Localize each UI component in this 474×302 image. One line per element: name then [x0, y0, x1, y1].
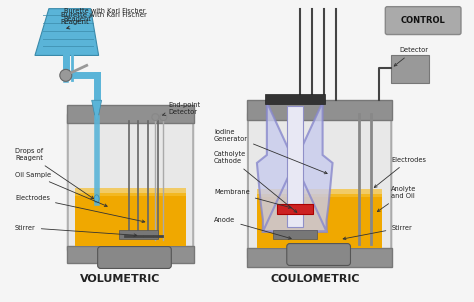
Polygon shape	[37, 13, 97, 56]
Bar	[273, 230, 317, 239]
FancyBboxPatch shape	[287, 244, 350, 265]
Bar	[392, 56, 429, 83]
Text: Detector: Detector	[394, 47, 428, 66]
Text: CONTROL: CONTROL	[401, 16, 446, 25]
Text: Iodine
Generator: Iodine Generator	[214, 129, 327, 174]
Bar	[257, 194, 383, 248]
Text: Membrane: Membrane	[214, 189, 291, 208]
Bar	[277, 204, 313, 214]
Text: Catholyte
Cathode: Catholyte Cathode	[214, 152, 297, 212]
Text: Electrodes: Electrodes	[15, 195, 145, 223]
Bar	[247, 248, 392, 268]
Text: Stirrer: Stirrer	[15, 225, 137, 236]
Bar	[75, 193, 186, 246]
Text: Electrodes: Electrodes	[374, 157, 426, 188]
Ellipse shape	[94, 195, 99, 203]
Text: End-point
Detector: End-point Detector	[163, 102, 201, 115]
Text: COULOMETRIC: COULOMETRIC	[271, 275, 360, 284]
Text: Anode: Anode	[214, 217, 291, 239]
Bar	[118, 230, 158, 239]
Text: Burette with Karl Fischer: Burette with Karl Fischer	[64, 8, 146, 14]
Bar	[257, 189, 383, 197]
Polygon shape	[257, 102, 333, 232]
Text: Drops of
Reagent: Drops of Reagent	[15, 149, 93, 199]
FancyBboxPatch shape	[68, 112, 193, 252]
Bar	[75, 188, 186, 196]
Bar	[67, 246, 194, 263]
Bar	[67, 105, 194, 123]
Bar	[265, 94, 325, 104]
Bar	[247, 100, 392, 120]
Text: Reagent: Reagent	[64, 16, 91, 22]
Text: VOLUMETRIC: VOLUMETRIC	[81, 275, 161, 284]
Text: Oil Sample: Oil Sample	[15, 172, 107, 207]
FancyBboxPatch shape	[98, 246, 171, 268]
Polygon shape	[35, 9, 99, 56]
Text: Burette with Karl Fischer
Reagent: Burette with Karl Fischer Reagent	[61, 12, 146, 29]
Ellipse shape	[60, 69, 72, 81]
FancyBboxPatch shape	[248, 110, 392, 262]
Polygon shape	[91, 100, 101, 120]
Text: Stirrer: Stirrer	[343, 225, 412, 240]
FancyBboxPatch shape	[385, 7, 461, 34]
Bar	[287, 106, 303, 226]
Text: Anolyte
and Oil: Anolyte and Oil	[377, 186, 417, 212]
